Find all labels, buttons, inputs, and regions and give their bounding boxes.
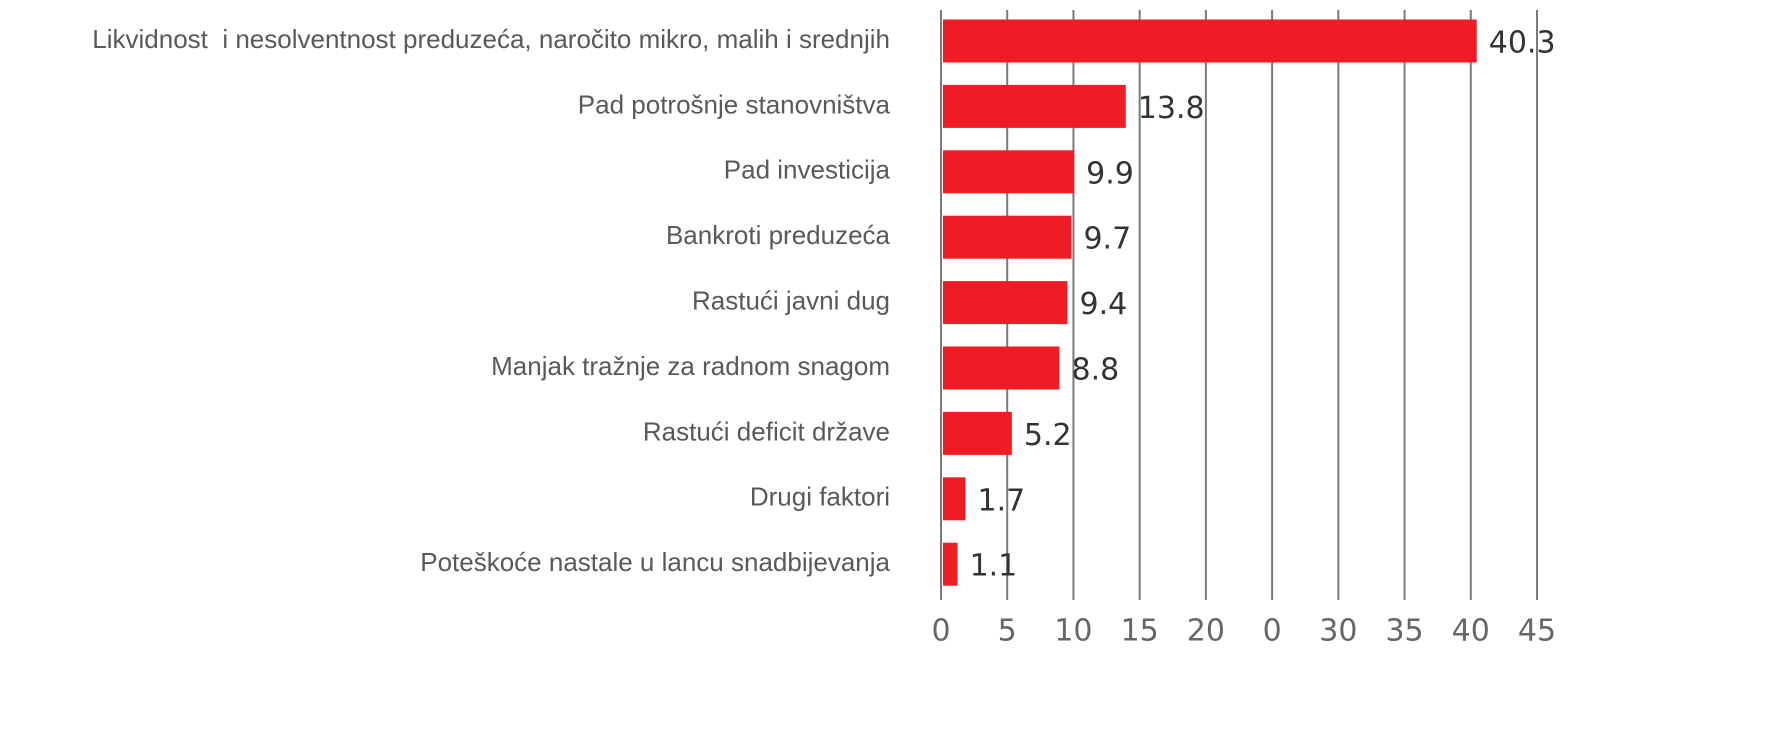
category-label: Likvidnost i nesolventnost preduzeća, na…: [92, 24, 890, 54]
value-label: 9.9: [1086, 156, 1134, 191]
x-tick-label: 40: [1452, 614, 1490, 649]
bar: [943, 411, 1012, 455]
category-label: Manjak tražnje za radnom snagom: [491, 351, 890, 381]
value-label: 5.2: [1024, 418, 1072, 453]
value-label: 9.4: [1079, 287, 1127, 322]
x-tick-label: 45: [1518, 614, 1556, 649]
category-label: Poteškoće nastale u lancu snadbijevanja: [420, 547, 890, 577]
x-tick-label: 15: [1121, 614, 1159, 649]
bar: [943, 542, 958, 586]
category-label: Rastući deficit države: [643, 416, 890, 446]
value-label: 1.1: [970, 549, 1018, 584]
x-tick-label: 35: [1385, 614, 1423, 649]
x-tick-label: 0: [931, 614, 950, 649]
category-label: Rastući javni dug: [692, 285, 890, 315]
x-tick-label: 10: [1054, 614, 1092, 649]
x-tick-label: 30: [1319, 614, 1357, 649]
value-label: 9.7: [1083, 222, 1131, 257]
value-label: 8.8: [1072, 353, 1120, 388]
category-label: Drugi faktori: [750, 482, 890, 512]
value-label: 13.8: [1138, 91, 1205, 126]
bar: [943, 150, 1075, 194]
x-tick-label: 0: [1263, 614, 1282, 649]
bar: [943, 84, 1126, 128]
bar: [943, 281, 1068, 325]
x-tick-label: 20: [1187, 614, 1225, 649]
bar: [943, 477, 966, 521]
category-label: Bankroti preduzeća: [666, 220, 891, 250]
x-tick-label: 5: [998, 614, 1017, 649]
value-label: 1.7: [978, 483, 1026, 518]
category-label: Pad investicija: [724, 155, 891, 185]
bar: [943, 19, 1477, 63]
value-label: 40.3: [1489, 26, 1556, 61]
category-label: Pad potrošnje stanovništva: [578, 89, 891, 119]
bar: [943, 215, 1072, 259]
bar: [943, 346, 1060, 390]
